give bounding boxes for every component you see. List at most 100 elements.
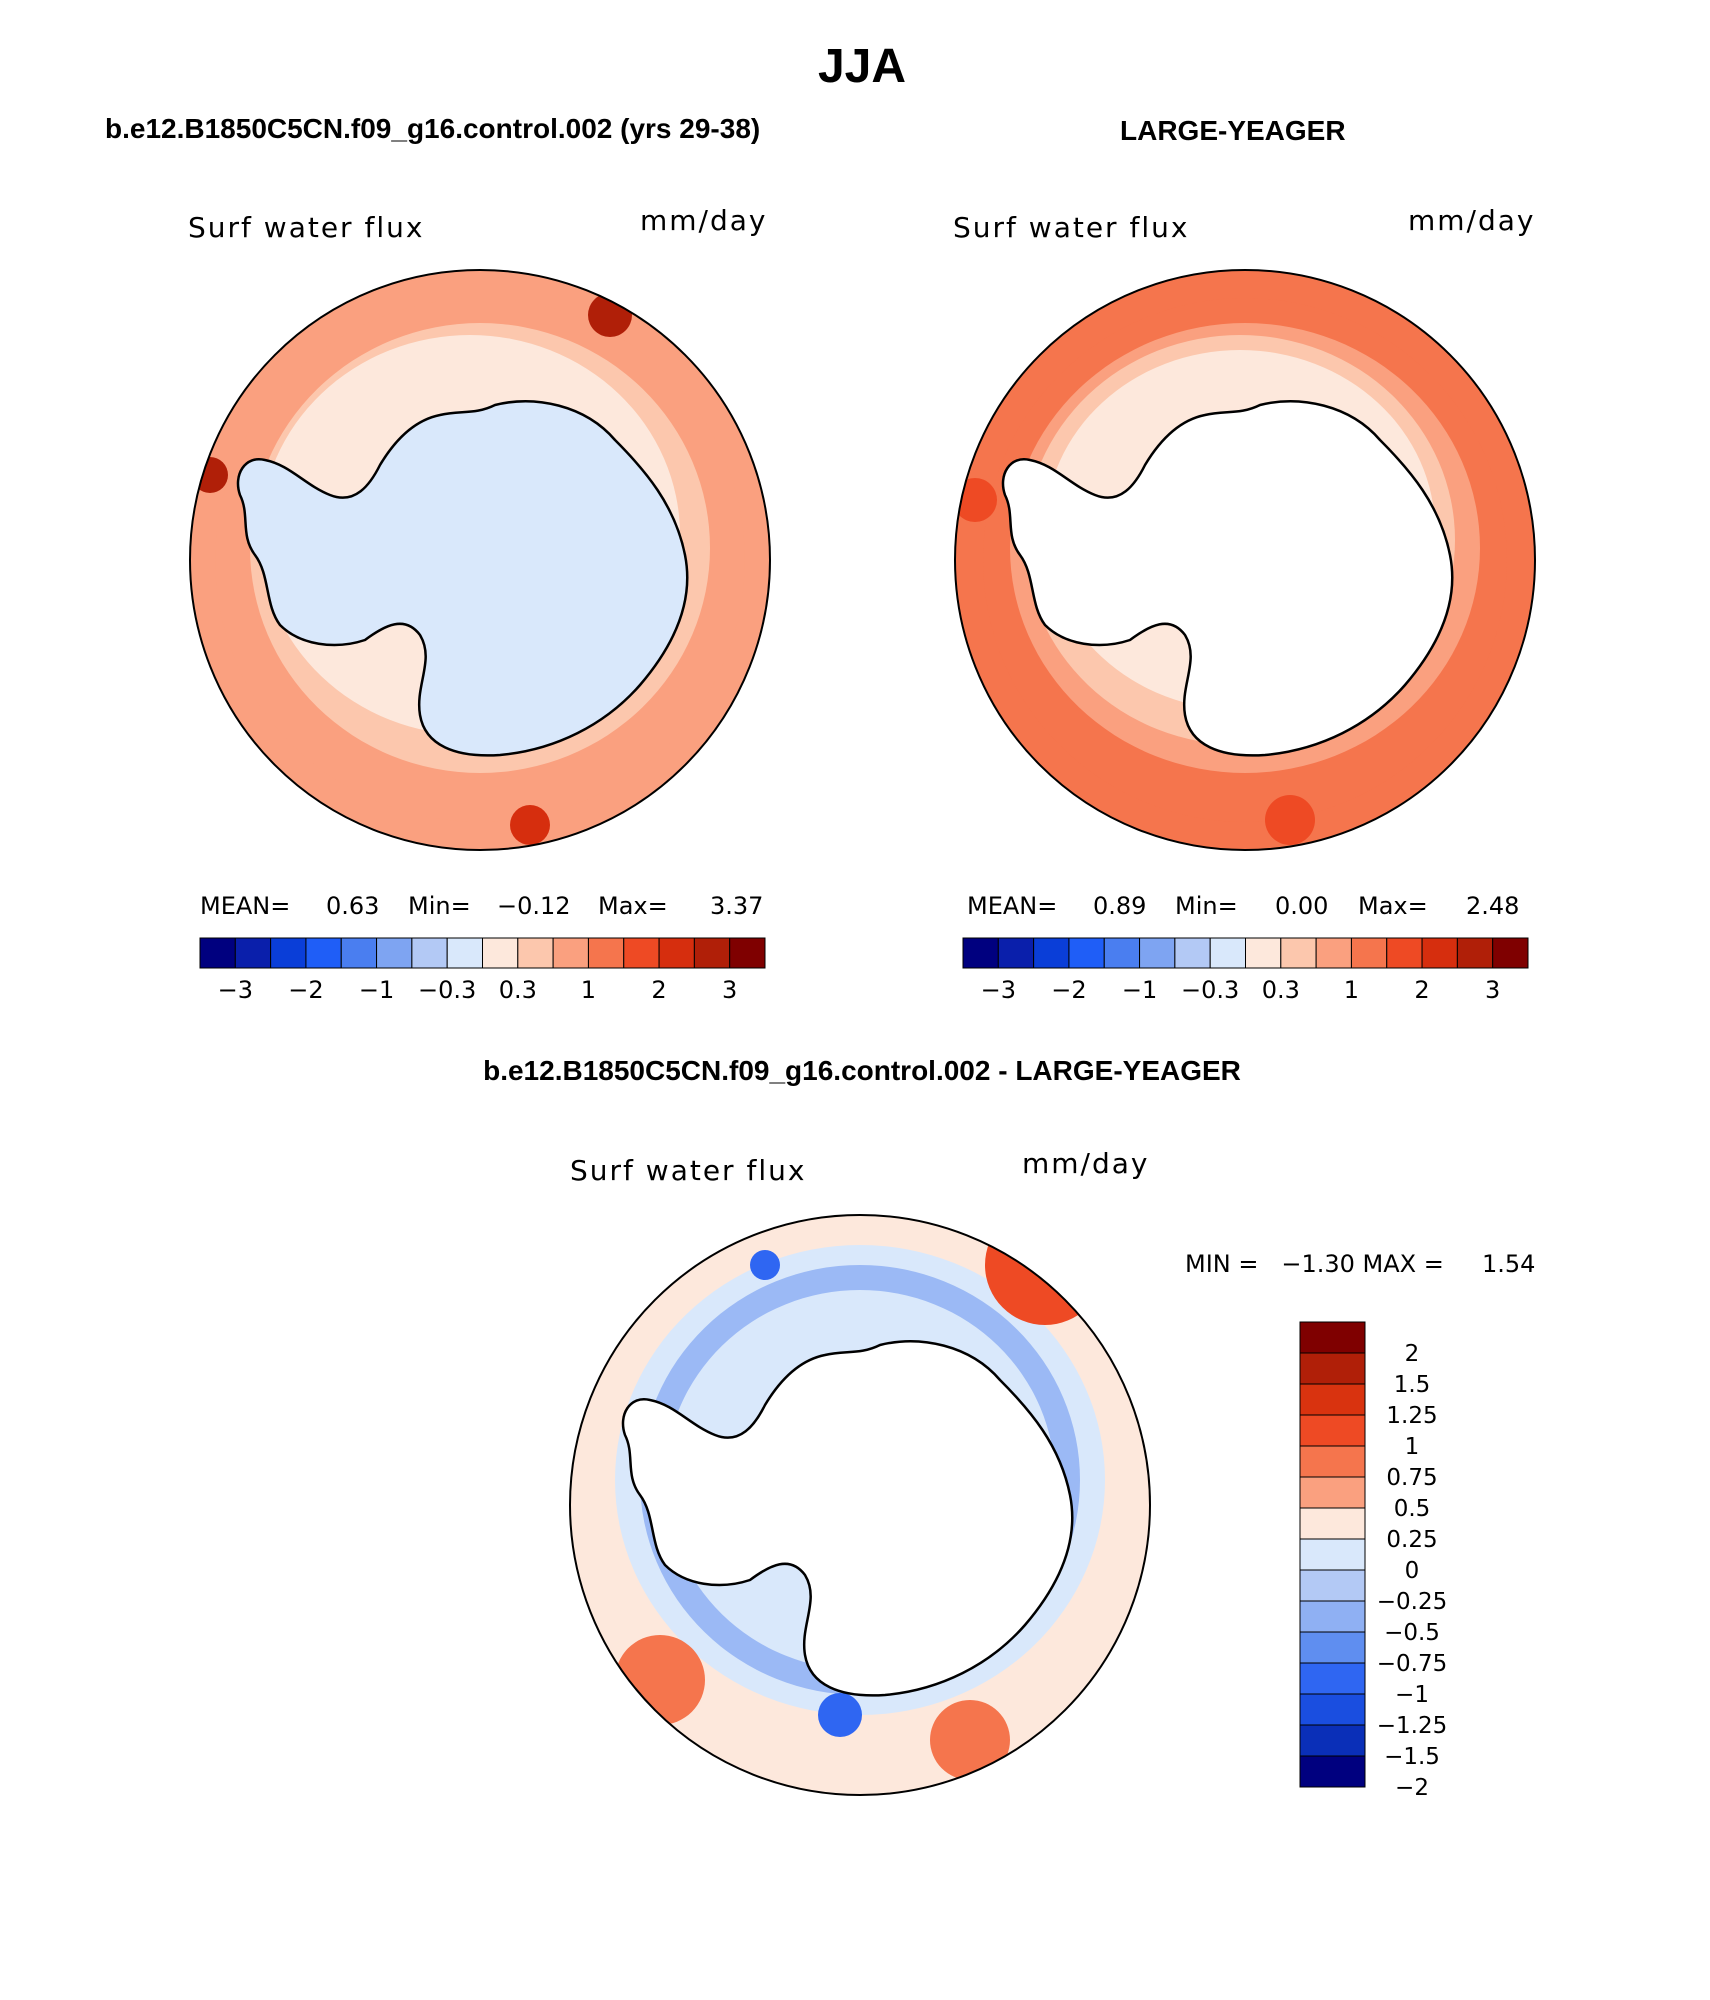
colorbar-swatch xyxy=(1299,1569,1366,1602)
colorbar-swatch xyxy=(1299,1476,1366,1509)
colorbar-tick-label: −3 xyxy=(981,976,1016,1004)
min-value: −0.12 xyxy=(497,892,571,920)
max-value: 2.48 xyxy=(1466,892,1519,920)
colorbar-tick-label: 1 xyxy=(1405,1434,1420,1460)
colorbar-swatch xyxy=(1299,1693,1366,1726)
colorbar-tick-label: 2 xyxy=(651,976,666,1004)
colorbar-tick-label: 0.25 xyxy=(1386,1527,1437,1553)
colorbar-tick-label: −1 xyxy=(359,976,394,1004)
colorbar-swatch xyxy=(552,937,589,969)
model-map-border xyxy=(189,269,771,851)
diff-negative-patch xyxy=(750,1250,780,1280)
colorbar-tick-label: −1 xyxy=(1395,1682,1429,1708)
model-hotspot xyxy=(192,457,228,493)
colorbar-swatch xyxy=(623,937,660,969)
colorbar-swatch xyxy=(1299,1445,1366,1478)
colorbar-tick-label: −1 xyxy=(1122,976,1157,1004)
obs-colorbar: −3 −2 −1 −0.3 0.3 1 2 3 xyxy=(962,937,1529,1004)
colorbar-swatch xyxy=(1299,1631,1366,1664)
max-value: 3.37 xyxy=(710,892,763,920)
model-header: b.e12.B1850C5CN.f09_g16.control.002 (yrs… xyxy=(105,113,760,144)
mean-label: MEAN= xyxy=(967,892,1057,920)
colorbar-tick-label: 2 xyxy=(1405,1341,1420,1367)
colorbar-swatch xyxy=(446,937,483,969)
model-units-label: mm/day xyxy=(640,204,768,237)
diff-panel: b.e12.B1850C5CN.f09_g16.control.002 - LA… xyxy=(483,1055,1535,1801)
colorbar-swatch xyxy=(1299,1352,1366,1385)
obs-stats: MEAN= 0.89 Min= 0.00 Max= 2.48 xyxy=(967,892,1519,920)
model-variable-label: Surf water flux xyxy=(188,211,424,244)
colorbar-swatch xyxy=(693,937,731,969)
model-stats: MEAN= 0.63 Min= −0.12 Max= 3.37 xyxy=(200,892,763,920)
model-panel: b.e12.B1850C5CN.f09_g16.control.002 (yrs… xyxy=(105,113,771,1004)
colorbar-swatch xyxy=(1103,937,1141,969)
colorbar-swatch xyxy=(1139,937,1176,969)
colorbar-swatch xyxy=(1280,937,1317,969)
colorbar-tick-label: 3 xyxy=(722,976,737,1004)
colorbar-tick-label: 2 xyxy=(1414,976,1429,1004)
diff-positive-patch xyxy=(930,1700,1010,1780)
colorbar-swatch xyxy=(1209,937,1246,969)
colorbar-swatch xyxy=(411,937,448,969)
min-value: 0.00 xyxy=(1275,892,1328,920)
diff-minmax: MIN = −1.30 MAX = 1.54 xyxy=(1185,1250,1535,1278)
colorbar-swatch xyxy=(997,937,1035,969)
colorbar-swatch xyxy=(376,937,413,969)
colorbar-swatch xyxy=(1245,937,1282,969)
diff-variable-label: Surf water flux xyxy=(570,1154,806,1187)
colorbar-swatch xyxy=(517,937,554,969)
mean-value: 0.63 xyxy=(326,892,379,920)
colorbar-swatch xyxy=(1299,1755,1366,1788)
colorbar-swatch xyxy=(1299,1414,1366,1447)
colorbar-swatch xyxy=(1068,937,1105,969)
colorbar-swatch xyxy=(1299,1600,1366,1633)
colorbar-swatch xyxy=(1421,937,1458,969)
colorbar-tick-label: −0.3 xyxy=(1181,976,1239,1004)
colorbar-tick-label: 3 xyxy=(1485,976,1500,1004)
diff-colorbar: 2 1.5 1.25 1 0.75 0.5 0.25 0 −0.25 −0.5 −0.75 −1 −1.… xyxy=(1299,1321,1447,1801)
colorbar-tick-label: −3 xyxy=(218,976,253,1004)
colorbar-swatch xyxy=(1299,1662,1366,1695)
colorbar-swatch xyxy=(1299,1724,1366,1757)
colorbar-tick-label: −0.25 xyxy=(1377,1589,1447,1615)
colorbar-tick-label: −0.3 xyxy=(418,976,476,1004)
min-label: Min= xyxy=(408,892,471,920)
colorbar-swatch xyxy=(1456,937,1494,969)
colorbar-tick-label: −2 xyxy=(288,976,323,1004)
model-map xyxy=(190,270,770,850)
colorbar-swatch xyxy=(270,937,307,969)
colorbar-swatch xyxy=(1315,937,1352,969)
obs-header: LARGE-YEAGER xyxy=(1120,115,1346,146)
colorbar-swatch xyxy=(729,937,766,969)
mean-value: 0.89 xyxy=(1093,892,1146,920)
colorbar-swatch xyxy=(1299,1321,1366,1354)
max-label: Max= xyxy=(1358,892,1428,920)
obs-units-label: mm/day xyxy=(1408,204,1536,237)
colorbar-swatch xyxy=(340,937,378,969)
colorbar-swatch xyxy=(1299,1538,1366,1571)
colorbar-swatch xyxy=(658,937,695,969)
colorbar-tick-label: 1.25 xyxy=(1386,1403,1437,1429)
colorbar-swatch xyxy=(1492,937,1529,969)
colorbar-swatch xyxy=(1299,1507,1366,1540)
colorbar-swatch xyxy=(1174,937,1211,969)
obs-map-border xyxy=(954,269,1536,851)
diff-units-label: mm/day xyxy=(1022,1147,1150,1180)
colorbar-tick-label: −0.75 xyxy=(1377,1651,1447,1677)
max-label: Max= xyxy=(598,892,668,920)
diff-map xyxy=(570,1215,1150,1795)
page-title: JJA xyxy=(818,40,906,93)
obs-hotspot xyxy=(955,478,997,522)
colorbar-tick-label: 0.3 xyxy=(499,976,537,1004)
colorbar-swatch xyxy=(199,937,236,969)
obs-map xyxy=(955,270,1535,850)
colorbar-tick-label: −0.5 xyxy=(1384,1620,1440,1646)
obs-hotspot xyxy=(1265,795,1315,845)
colorbar-swatch xyxy=(234,937,272,969)
colorbar-tick-label: 0.5 xyxy=(1394,1496,1431,1522)
colorbar-tick-label: −2 xyxy=(1395,1775,1429,1801)
colorbar-tick-label: −2 xyxy=(1051,976,1086,1004)
colorbar-swatch xyxy=(482,937,519,969)
colorbar-swatch xyxy=(587,937,625,969)
